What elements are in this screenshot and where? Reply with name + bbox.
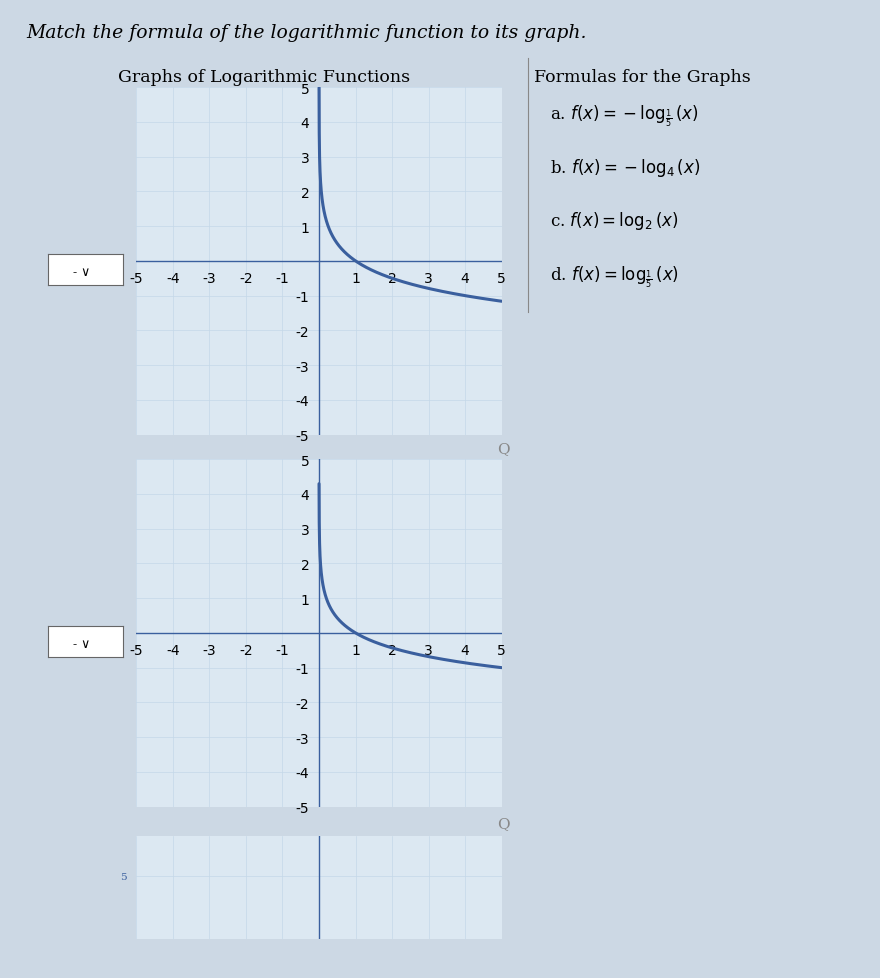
Text: Q: Q <box>497 817 510 830</box>
Text: - ∨: - ∨ <box>73 265 91 279</box>
Text: - ∨: - ∨ <box>73 637 91 650</box>
Text: d. $f(x) = \log_{\frac{1}{5}}(x)$: d. $f(x) = \log_{\frac{1}{5}}(x)$ <box>550 264 679 289</box>
Text: Formulas for the Graphs: Formulas for the Graphs <box>534 68 751 85</box>
Text: c. $f(x) = \log_{2}(x)$: c. $f(x) = \log_{2}(x)$ <box>550 210 678 232</box>
Text: b. $f(x) = -\log_{4}(x)$: b. $f(x) = -\log_{4}(x)$ <box>550 156 700 178</box>
Text: a. $f(x) = -\log_{\frac{1}{5}}(x)$: a. $f(x) = -\log_{\frac{1}{5}}(x)$ <box>550 103 699 128</box>
Text: Graphs of Logarithmic Functions: Graphs of Logarithmic Functions <box>118 68 410 85</box>
Text: Q: Q <box>497 442 510 456</box>
Text: Match the formula of the logarithmic function to its graph.: Match the formula of the logarithmic fun… <box>26 24 587 42</box>
